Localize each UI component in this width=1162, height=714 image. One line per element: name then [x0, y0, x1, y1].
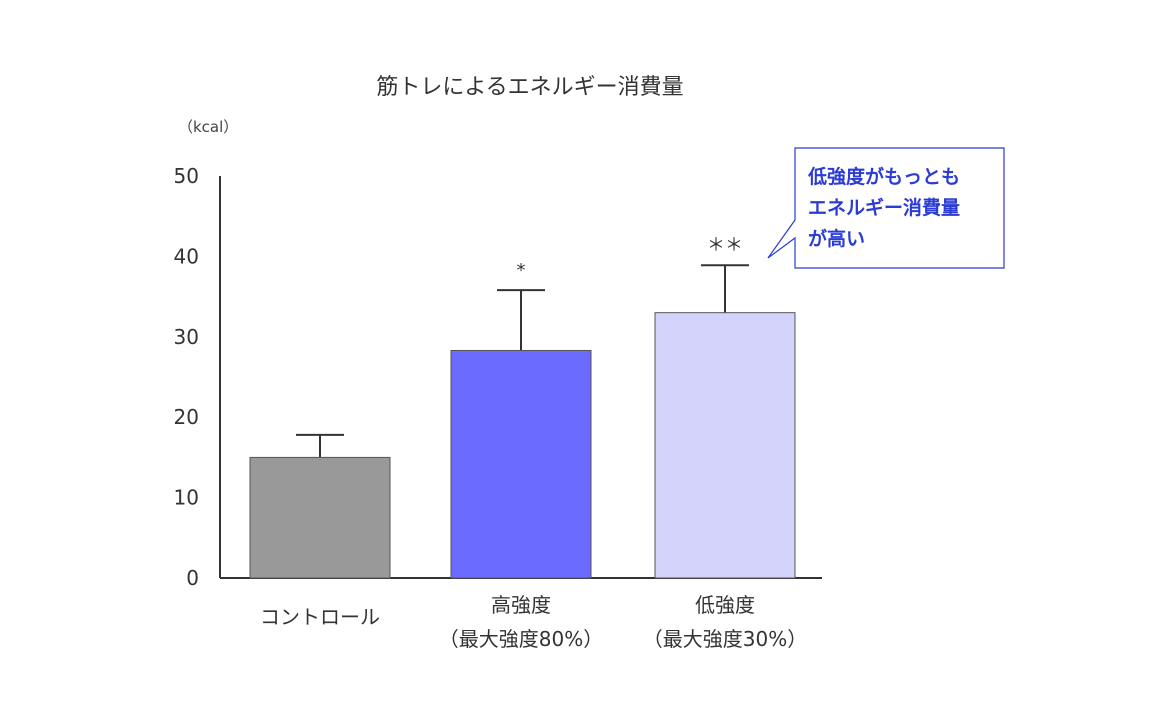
error-bar [296, 433, 344, 458]
bar [450, 349, 592, 579]
y-tick-label: 0 [186, 566, 199, 590]
chart-title: 筋トレによるエネルギー消費量 [376, 75, 683, 100]
significance-markers: * ＊＊ [517, 235, 744, 281]
callout-line-2: エネルギー消費量 [808, 196, 960, 219]
y-tick-label: 30 [174, 325, 199, 349]
bar [249, 456, 391, 579]
y-tick-label: 20 [174, 405, 199, 429]
y-tick-label: 40 [174, 244, 199, 268]
significance-marker: ＊＊ [707, 235, 743, 256]
error-bar [701, 264, 749, 313]
bars [249, 312, 796, 579]
bar [654, 312, 796, 579]
y-unit-label: （kcal） [178, 118, 238, 136]
error-bars [296, 264, 749, 458]
error-bar [497, 289, 545, 351]
y-tick-label: 10 [174, 486, 199, 510]
category-labels: コントロール 高強度 （最大強度80%） 低強度 （最大強度30%） [260, 593, 807, 651]
y-tick-labels: 0 10 20 30 40 50 [174, 164, 199, 590]
significance-marker: * [517, 260, 526, 281]
category-sublabel: （最大強度80%） [439, 627, 603, 651]
category-label: コントロール [260, 605, 380, 629]
category-sublabel: （最大強度30%） [643, 627, 807, 651]
callout-line-1: 低強度がもっとも [807, 165, 960, 188]
category-label: 低強度 [695, 593, 755, 617]
callout-line-3: が高い [808, 227, 865, 250]
callout-box [767, 147, 1005, 269]
category-label: 高強度 [491, 593, 551, 617]
y-tick-label: 50 [174, 164, 199, 188]
callout: 低強度がもっとも エネルギー消費量 が高い [767, 147, 1005, 269]
